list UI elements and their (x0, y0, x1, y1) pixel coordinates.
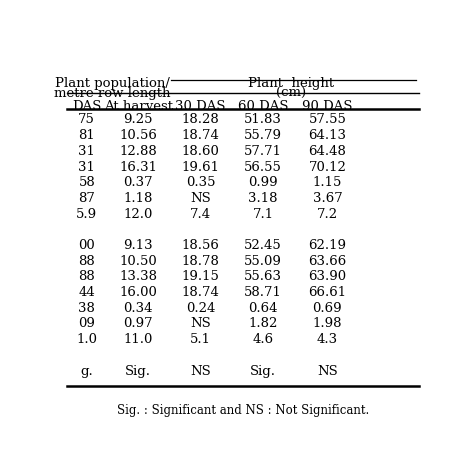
Text: 63.90: 63.90 (309, 270, 346, 283)
Text: 10.56: 10.56 (119, 129, 157, 142)
Text: 44: 44 (78, 286, 95, 299)
Text: 51.83: 51.83 (244, 113, 282, 127)
Text: 0.97: 0.97 (123, 318, 153, 330)
Text: 18.74: 18.74 (182, 129, 219, 142)
Text: 57.71: 57.71 (244, 145, 282, 158)
Text: 64.13: 64.13 (309, 129, 346, 142)
Text: 12.0: 12.0 (124, 208, 153, 220)
Text: 18.60: 18.60 (182, 145, 219, 158)
Text: 13.38: 13.38 (119, 270, 157, 283)
Text: g.: g. (81, 365, 93, 378)
Text: 64.48: 64.48 (309, 145, 346, 158)
Text: 10.50: 10.50 (119, 255, 157, 268)
Text: 31: 31 (78, 145, 95, 158)
Text: 52.45: 52.45 (244, 239, 282, 252)
Text: 0.69: 0.69 (313, 302, 342, 315)
Text: 1.0: 1.0 (76, 333, 97, 346)
Text: 5.1: 5.1 (190, 333, 211, 346)
Text: 1.15: 1.15 (313, 176, 342, 189)
Text: At harvest: At harvest (104, 100, 173, 113)
Text: 56.55: 56.55 (244, 161, 282, 173)
Text: 7.4: 7.4 (190, 208, 211, 220)
Text: 0.37: 0.37 (123, 176, 153, 189)
Text: 00: 00 (78, 239, 95, 252)
Text: 87: 87 (78, 192, 95, 205)
Text: 88: 88 (78, 270, 95, 283)
Text: 1.82: 1.82 (248, 318, 278, 330)
Text: 55.79: 55.79 (244, 129, 282, 142)
Text: 19.61: 19.61 (182, 161, 219, 173)
Text: NS: NS (317, 365, 338, 378)
Text: 9.13: 9.13 (123, 239, 153, 252)
Text: 5.9: 5.9 (76, 208, 97, 220)
Text: 0.34: 0.34 (124, 302, 153, 315)
Text: DAS: DAS (72, 100, 101, 113)
Text: 70.12: 70.12 (309, 161, 346, 173)
Text: 60 DAS: 60 DAS (238, 100, 288, 113)
Text: NS: NS (190, 192, 211, 205)
Text: 1.98: 1.98 (313, 318, 342, 330)
Text: NS: NS (190, 365, 211, 378)
Text: 19.15: 19.15 (182, 270, 219, 283)
Text: 7.1: 7.1 (253, 208, 273, 220)
Text: 9.25: 9.25 (124, 113, 153, 127)
Text: 18.78: 18.78 (182, 255, 219, 268)
Text: Sig.: Sig. (125, 365, 151, 378)
Text: 18.74: 18.74 (182, 286, 219, 299)
Text: 3.18: 3.18 (248, 192, 278, 205)
Text: NS: NS (190, 318, 211, 330)
Text: 31: 31 (78, 161, 95, 173)
Text: 0.24: 0.24 (186, 302, 215, 315)
Text: Plant population/: Plant population/ (55, 77, 170, 90)
Text: 16.00: 16.00 (119, 286, 157, 299)
Text: 63.66: 63.66 (308, 255, 346, 268)
Text: 88: 88 (78, 255, 95, 268)
Text: 12.88: 12.88 (119, 145, 157, 158)
Text: 55.09: 55.09 (244, 255, 282, 268)
Text: 0.99: 0.99 (248, 176, 278, 189)
Text: 4.3: 4.3 (317, 333, 338, 346)
Text: metre row length: metre row length (54, 87, 171, 100)
Text: 0.64: 0.64 (248, 302, 278, 315)
Text: Plant  height: Plant height (247, 77, 334, 90)
Text: 66.61: 66.61 (309, 286, 346, 299)
Text: 90 DAS: 90 DAS (302, 100, 353, 113)
Text: 1.18: 1.18 (124, 192, 153, 205)
Text: 58.71: 58.71 (244, 286, 282, 299)
Text: 11.0: 11.0 (124, 333, 153, 346)
Text: 30 DAS: 30 DAS (175, 100, 226, 113)
Text: 62.19: 62.19 (309, 239, 346, 252)
Text: 4.6: 4.6 (253, 333, 273, 346)
Text: 81: 81 (78, 129, 95, 142)
Text: 16.31: 16.31 (119, 161, 157, 173)
Text: 38: 38 (78, 302, 95, 315)
Text: 57.55: 57.55 (309, 113, 346, 127)
Text: 0.35: 0.35 (186, 176, 215, 189)
Text: 75: 75 (78, 113, 95, 127)
Text: 18.56: 18.56 (182, 239, 219, 252)
Text: Sig. : Significant and NS : Not Significant.: Sig. : Significant and NS : Not Signific… (117, 404, 369, 417)
Text: 18.28: 18.28 (182, 113, 219, 127)
Text: Sig.: Sig. (250, 365, 276, 378)
Text: 09: 09 (78, 318, 95, 330)
Text: 7.2: 7.2 (317, 208, 338, 220)
Text: 3.67: 3.67 (312, 192, 342, 205)
Text: 55.63: 55.63 (244, 270, 282, 283)
Text: 58: 58 (78, 176, 95, 189)
Text: (cm): (cm) (275, 87, 306, 100)
